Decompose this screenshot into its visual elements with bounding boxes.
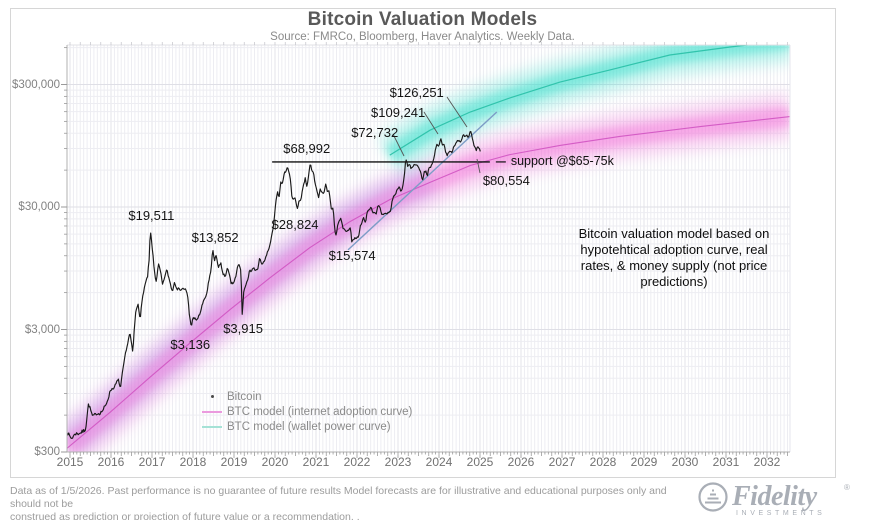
x-tick-label: 2018 <box>179 455 207 469</box>
y-tick-label: $300 <box>34 446 60 458</box>
x-tick-label: 2029 <box>630 455 658 469</box>
x-tick-label: 2015 <box>56 455 84 469</box>
price-annotation: $80,554 <box>482 173 530 189</box>
y-tick-label: $30,000 <box>18 201 60 213</box>
fidelity-logo: Fidelity ® INVESTMENTS <box>696 478 864 518</box>
price-annotation: $109,241 <box>371 105 426 121</box>
legend-item: BTC model (internet adoption curve) <box>202 404 412 419</box>
chart-title: Bitcoin Valuation Models <box>307 9 538 30</box>
chart-subtitle: Source: FMRCo, Bloomberg, Haver Analytic… <box>270 31 575 43</box>
x-tick-label: 2026 <box>507 455 535 469</box>
x-tick-label: 2022 <box>343 455 371 469</box>
fidelity-wordmark: Fidelity <box>731 481 818 512</box>
annotation-connector <box>423 111 439 135</box>
x-tick-label: 2024 <box>425 455 453 469</box>
x-tick-label: 2017 <box>138 455 166 469</box>
model-description-note: Bitcoin valuation model based on hypoteh… <box>578 226 770 289</box>
price-annotation: $72,732 <box>351 124 399 140</box>
x-tick-label: 2031 <box>712 455 740 469</box>
annotation-connector <box>476 158 481 174</box>
legend-line-marker <box>202 425 222 428</box>
legend-item: BTC model (wallet power curve) <box>202 419 412 434</box>
price-annotation: $13,852 <box>191 230 239 246</box>
legend-item-label: Bitcoin <box>227 390 262 403</box>
bitcoin-price-line <box>67 130 481 439</box>
price-annotation: $68,992 <box>283 140 331 156</box>
disclaimer-text: Data as of 1/5/2026. Past performance is… <box>10 485 667 520</box>
support-level-label: support @$65-75k <box>510 153 614 168</box>
legend-line-marker <box>202 410 222 413</box>
x-tick-label: 2016 <box>97 455 125 469</box>
wallet-power-model-line <box>389 45 753 156</box>
price-annotation: $126,251 <box>389 84 444 100</box>
price-annotation: $3,136 <box>170 337 211 353</box>
axes <box>61 42 791 458</box>
model-bands <box>67 45 790 452</box>
x-tick-label: 2032 <box>753 455 781 469</box>
x-tick-label: 2027 <box>548 455 576 469</box>
x-tick-label: 2023 <box>384 455 412 469</box>
y-tick-label: $300,000 <box>12 78 60 91</box>
x-tick-label: 2025 <box>466 455 494 469</box>
annotation-connector <box>446 96 468 128</box>
x-tick-label: 2028 <box>589 455 617 469</box>
price-annotation: $28,824 <box>271 217 319 233</box>
legend-dot-marker <box>202 395 222 398</box>
x-tick-label: 2019 <box>220 455 248 469</box>
x-tick-label: 2021 <box>302 455 330 469</box>
legend-item: Bitcoin <box>202 389 412 404</box>
legend-item-label: BTC model (internet adoption curve) <box>227 405 413 418</box>
y-tick-label: $3,000 <box>24 323 60 336</box>
annotation-connector <box>392 133 405 157</box>
price-annotation: $15,574 <box>328 247 376 263</box>
registered-mark: ® <box>844 483 850 492</box>
price-annotation: $19,511 <box>128 207 175 223</box>
price-annotation: $3,915 <box>223 321 263 337</box>
legend-item-label: BTC model (wallet power curve) <box>227 420 391 433</box>
legend: Bitcoin BTC model (internet adoption curv… <box>202 389 412 434</box>
x-tick-label: 2030 <box>671 455 699 469</box>
fidelity-pyramid-icon <box>698 482 728 512</box>
internet-adoption-model-line <box>67 116 790 449</box>
fidelity-investments-text: INVESTMENTS <box>736 510 825 517</box>
x-tick-label: 2020 <box>261 455 289 469</box>
